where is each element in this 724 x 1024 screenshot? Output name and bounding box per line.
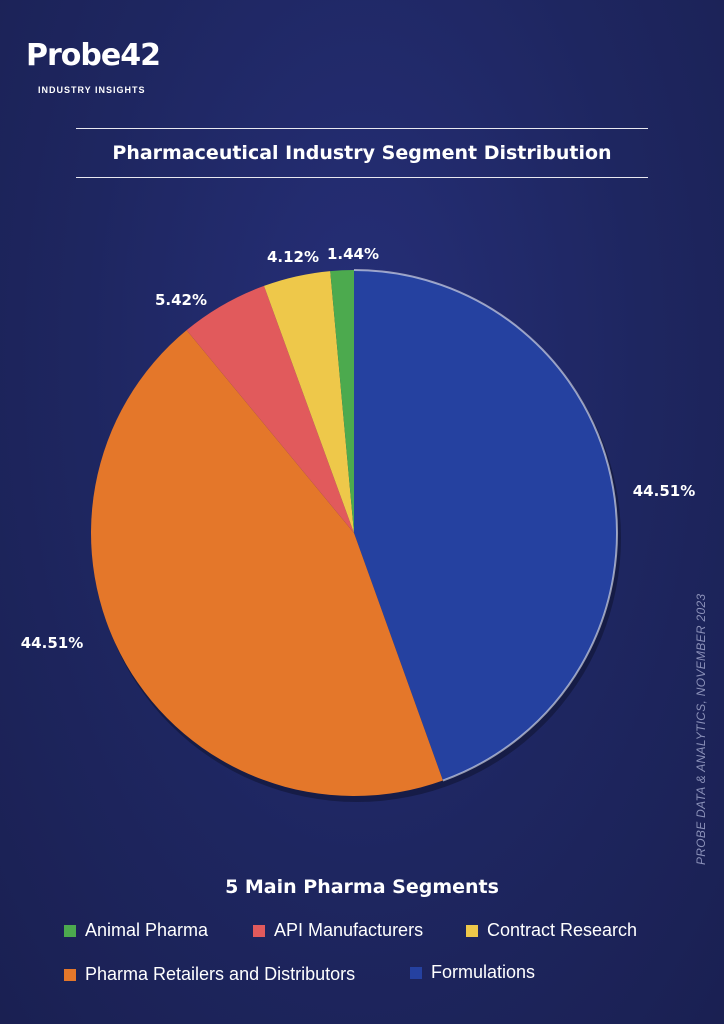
data-label-pharma-retailers-and-distributors: 44.51% <box>21 634 83 652</box>
legend-item-contract-research: Contract Research <box>466 920 637 941</box>
data-label-animal-pharma: 1.44% <box>327 245 379 263</box>
pie-slice-pharma-retailers-and-distributors <box>91 330 443 796</box>
legend-item-pharma-retailers: Pharma Retailers and Distributors <box>64 964 355 985</box>
logo-tagline: INDUSTRY INSIGHTS <box>38 85 146 95</box>
pie-rim-highlight <box>353 269 618 782</box>
legend-swatch <box>253 924 265 937</box>
pie-slice-api-manufacturers <box>186 285 354 533</box>
chart-title: Pharmaceutical Industry Segment Distribu… <box>112 142 612 164</box>
pie-slice-animal-pharma <box>330 270 354 533</box>
pie-slice-formulations <box>354 270 617 781</box>
title-band: Pharmaceutical Industry Segment Distribu… <box>76 128 648 178</box>
legend-item-api-manufacturers: API Manufacturers <box>253 920 423 941</box>
legend-swatch <box>64 924 76 937</box>
legend-swatch <box>466 924 478 937</box>
legend-item-formulations: Formulations <box>410 962 535 983</box>
legend-item-animal-pharma: Animal Pharma <box>64 920 208 941</box>
legend-label: Formulations <box>431 962 536 982</box>
source-note: PROBE DATA & ANALYTICS, NOVEMBER 2023 <box>694 593 708 865</box>
legend-label: Contract Research <box>487 920 638 940</box>
logo-wordmark: Probe42 <box>26 38 161 73</box>
legend-label: Animal Pharma <box>85 920 209 940</box>
legend-swatch <box>64 968 76 981</box>
pie-labels: 44.51% 44.51% 5.42% 4.12% 1.44% <box>21 245 695 652</box>
legend-swatch <box>410 966 422 979</box>
legend-title: 5 Main Pharma Segments <box>225 876 499 898</box>
pie-slices <box>91 269 621 802</box>
probe42-logo: Probe42 INDUSTRY INSIGHTS <box>26 38 161 102</box>
data-label-api-manufacturers: 5.42% <box>155 291 207 309</box>
data-label-formulations: 44.51% <box>633 482 695 500</box>
data-label-contract-research: 4.12% <box>267 248 319 266</box>
pie-slice-contract-research <box>263 271 354 533</box>
legend-label: API Manufacturers <box>274 920 424 940</box>
legend-label: Pharma Retailers and Distributors <box>85 964 356 984</box>
